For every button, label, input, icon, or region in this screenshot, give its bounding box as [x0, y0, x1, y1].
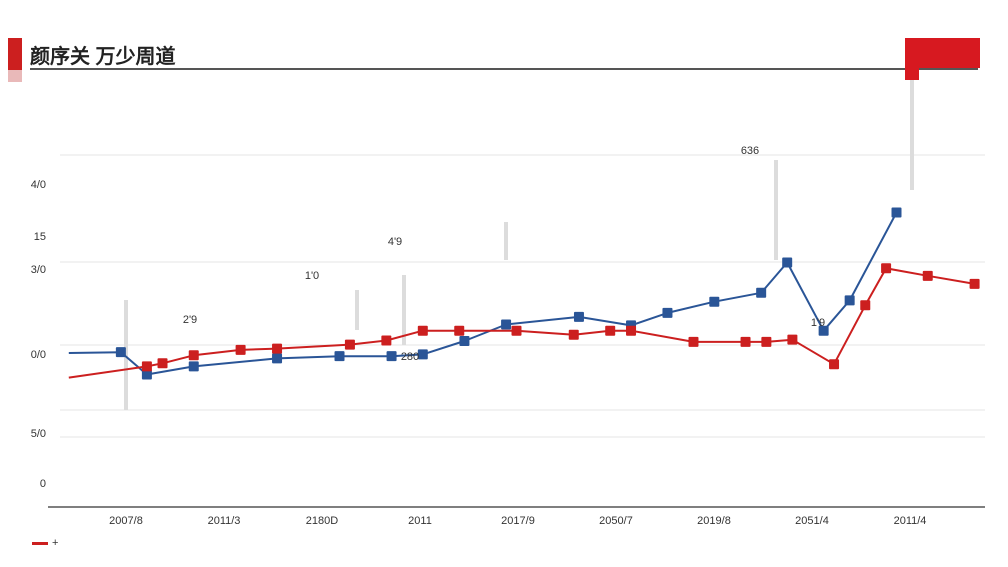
x-tick-label: 2007/8 — [109, 515, 143, 527]
series-0-point — [188, 361, 199, 372]
chart-header: 颜序关 万少周道 — [0, 0, 1008, 90]
series-0-point — [662, 307, 673, 318]
series-0-point — [272, 353, 283, 364]
series-0-point — [334, 351, 345, 362]
series-1-point — [626, 325, 637, 336]
y-tick-label: 0 — [40, 478, 46, 490]
series-1-point — [688, 336, 699, 347]
legend-swatch-red — [32, 542, 48, 545]
series-1-point — [511, 325, 522, 336]
series-0-point — [115, 347, 126, 358]
series-0-point — [818, 325, 829, 336]
corner-flag-tail — [905, 68, 919, 80]
series-0-point — [844, 295, 855, 306]
series-0-point — [501, 319, 512, 330]
title-rule — [30, 68, 978, 70]
series-1-point — [417, 325, 428, 336]
x-tick-label: 2011 — [408, 515, 432, 527]
series-0-point — [417, 349, 428, 360]
series-0-point — [709, 296, 720, 307]
data-label: 4'9 — [388, 236, 402, 248]
data-label: 2'9 — [183, 314, 197, 326]
y-tick-label: 4/0 — [31, 179, 46, 191]
series-1-point — [141, 361, 152, 372]
y-tick-label: 0/0 — [31, 349, 46, 361]
y-tick-label: 15 — [34, 231, 46, 243]
y-tick-label: 3/0 — [31, 264, 46, 276]
x-tick-label: 2011/3 — [208, 515, 241, 527]
series-1-point — [761, 336, 772, 347]
series-1-point — [272, 343, 283, 354]
y-tick-label: 5/0 — [31, 428, 46, 440]
x-tick-label: 2050/7 — [599, 515, 633, 527]
series-1-point — [829, 359, 840, 370]
series-0-point — [141, 369, 152, 380]
corner-flag — [905, 38, 980, 68]
x-tick-label: 2019/8 — [697, 515, 731, 527]
series-1-point — [568, 329, 579, 340]
x-tick-label: 2051/4 — [795, 515, 829, 527]
series-1-point — [188, 350, 199, 361]
x-tick-label: 2011/4 — [894, 515, 927, 527]
series-0-point — [573, 311, 584, 322]
series-0-point — [756, 287, 767, 298]
series-1-point — [344, 339, 355, 350]
legend-mark: + — [52, 537, 59, 549]
data-label: 280 — [401, 351, 419, 363]
chart-title: 颜序关 万少周道 — [30, 46, 176, 68]
series-1-point — [740, 336, 751, 347]
series-1-point — [381, 335, 392, 346]
series-1-point — [969, 278, 980, 289]
data-label: 1'9 — [811, 317, 825, 329]
data-label: 636 — [741, 145, 759, 157]
series-1-point — [454, 325, 465, 336]
series-1-point — [157, 358, 168, 369]
data-label: 1'0 — [305, 270, 319, 282]
title-accent-bar — [8, 38, 22, 70]
series-1-point — [787, 334, 798, 345]
series-1-point — [235, 344, 246, 355]
series-1-point — [881, 263, 892, 274]
series-0-point — [891, 207, 902, 218]
title-accent-shadow — [8, 70, 22, 82]
series-0-line — [68, 212, 898, 376]
series-0-point — [386, 351, 397, 362]
series-1-point — [922, 270, 933, 281]
x-tick-label: 2180D — [306, 515, 338, 527]
series-0-point — [459, 335, 470, 346]
legend: + — [32, 538, 58, 549]
series-1-point — [605, 325, 616, 336]
x-tick-label: 2017/9 — [501, 515, 535, 527]
series-0-point — [782, 257, 793, 268]
series-1-point — [860, 300, 871, 311]
